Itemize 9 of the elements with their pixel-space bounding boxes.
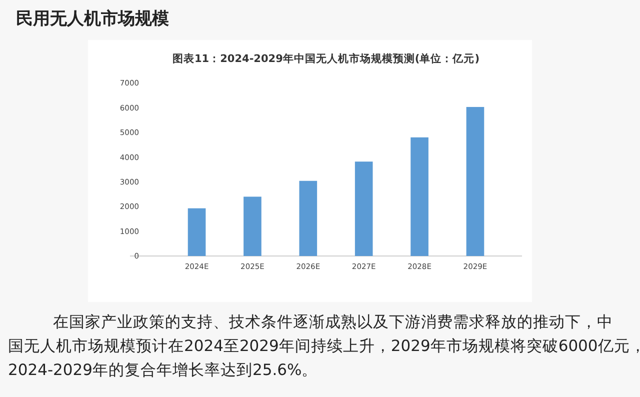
chart-subtitle: 图表11：2024-2029年中国无人机市场规模预测(单位：亿元) xyxy=(172,52,480,65)
bar xyxy=(466,106,484,256)
bar xyxy=(299,180,318,256)
bar xyxy=(354,162,373,256)
chart-title: 民用无人机市场规模 xyxy=(16,9,169,29)
bar xyxy=(410,137,428,256)
bar xyxy=(244,196,262,256)
bar xyxy=(188,208,206,256)
text: 在国家产业政策的支持、技术条件逐渐成熟以及下游消费需求释放的推动下，中国无人机市场规模预计在2024至2029年间持续上升，2029年市场规模将突破6000亿元，2024-2029年的复合年增长率达到25.6%。 xyxy=(8,313,640,379)
